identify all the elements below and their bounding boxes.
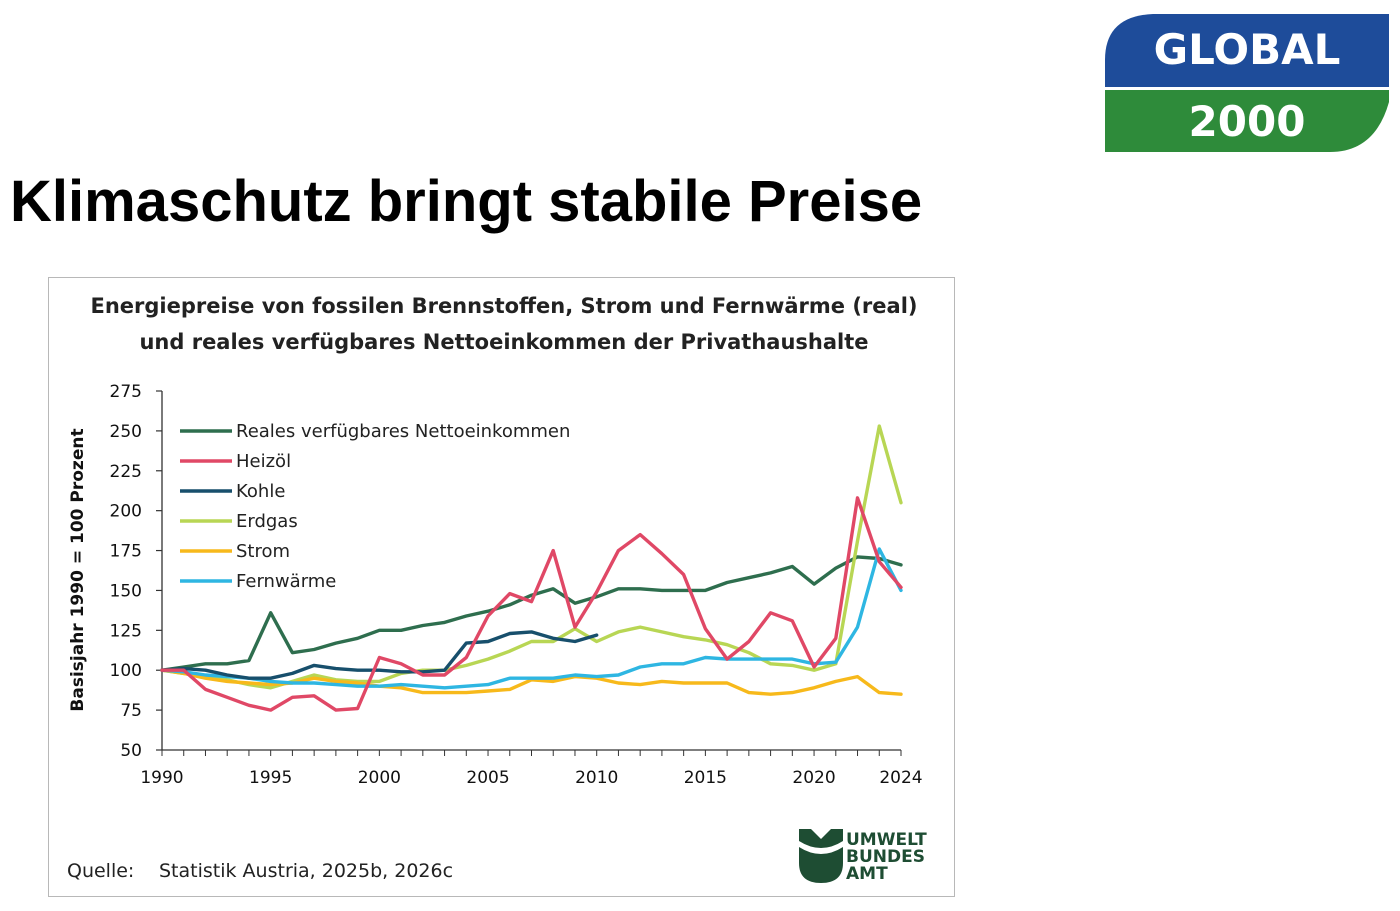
y-tick-label: 50 (120, 741, 142, 761)
x-tick-label: 2010 (575, 768, 618, 788)
chart-svg: Energiepreise von fossilen Brennstoffen,… (67, 294, 927, 884)
axes: 50 75 100 125 150 175 200 225 250 275 1990 1995 2000… (110, 382, 923, 788)
global-2000-logo: GLOBAL 2000 (1105, 14, 1389, 152)
logo-top-band (1105, 14, 1389, 87)
uba-line1: UMWELT (846, 830, 927, 850)
chart-title-line1: Energiepreise von fossilen Brennstoffen,… (90, 294, 917, 318)
legend-label: Strom (236, 541, 290, 562)
series-line (160, 630, 599, 680)
legend-label: Erdgas (236, 511, 298, 532)
uba-line2: BUNDES (846, 847, 925, 867)
x-tick-label: 1990 (140, 768, 183, 788)
y-tick-label: 275 (110, 382, 142, 402)
source-text: Statistik Austria, 2025b, 2026c (159, 860, 453, 882)
y-tick-label: 125 (110, 621, 142, 641)
legend-label: Reales verfügbares Nettoeinkommen (236, 421, 570, 442)
source-label: Quelle: (67, 860, 134, 882)
y-tick-label: 75 (120, 701, 142, 721)
y-tick-label: 100 (110, 661, 142, 681)
series-line (160, 547, 903, 690)
uba-line3: AMT (846, 864, 888, 884)
uba-leaf-top-icon (799, 829, 843, 848)
x-tick-label: 2024 (879, 768, 922, 788)
logo-bottom-band (1105, 90, 1389, 152)
chart-title-line2: und reales verfügbares Nettoeinkommen de… (139, 330, 868, 354)
x-tick-label: 2000 (358, 768, 401, 788)
x-tick-label: 2020 (792, 768, 835, 788)
y-tick-label: 225 (110, 462, 142, 482)
legend-label: Fernwärme (236, 571, 336, 592)
y-tick-label: 250 (110, 422, 142, 442)
logo-line2: 2000 (1189, 97, 1306, 146)
y-tick-label: 175 (110, 542, 142, 562)
logo-line1: GLOBAL (1154, 25, 1341, 74)
y-tick-label: 150 (110, 581, 142, 601)
legend-label: Heizöl (236, 451, 291, 472)
x-tick-label: 2005 (466, 768, 509, 788)
y-tick-label: 200 (110, 502, 142, 522)
series-lines (160, 424, 903, 712)
chart-panel: Energiepreise von fossilen Brennstoffen,… (48, 277, 955, 897)
legend: Reales verfügbares Nettoeinkommen Heizöl K… (180, 421, 570, 592)
legend-label: Kohle (236, 481, 285, 502)
umweltbundesamt-logo: UMWELT BUNDES AMT (799, 829, 927, 884)
series-line (160, 496, 903, 712)
slide-title: Klimaschutz bringt stabile Preise (10, 169, 923, 234)
uba-leaf-bottom-icon (799, 847, 843, 883)
x-tick-label: 2015 (684, 768, 727, 788)
series-line (160, 555, 903, 672)
y-axis-label: Basisjahr 1990 = 100 Prozent (68, 428, 88, 711)
x-tick-label: 1995 (249, 768, 292, 788)
